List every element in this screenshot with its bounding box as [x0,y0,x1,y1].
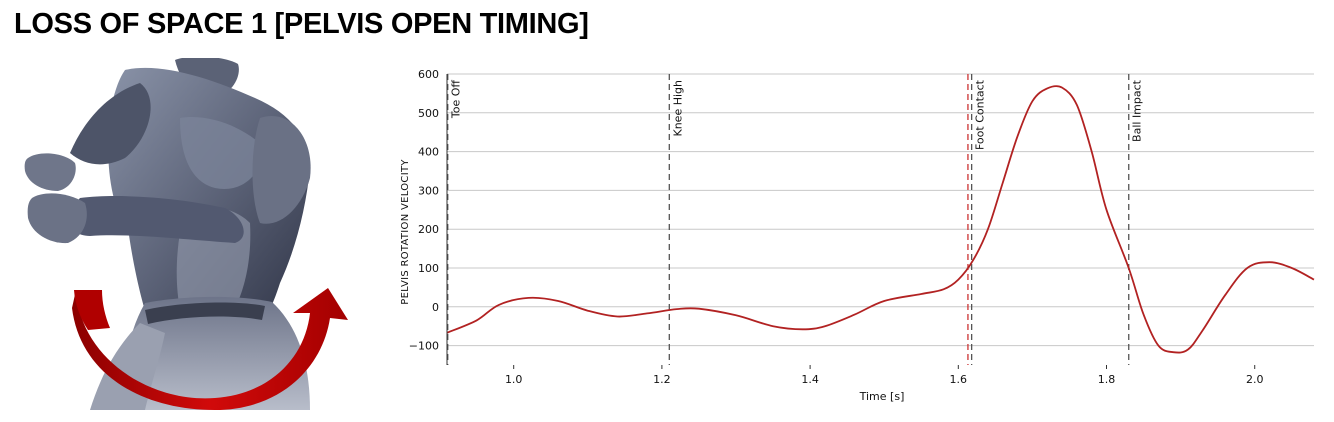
fist-shape [27,193,87,244]
torso-figure [24,58,348,410]
velocity-line [446,85,1315,354]
event-label: Toe Off [450,80,463,120]
pelvis-shape [125,296,310,410]
y-tick-label: 100 [418,262,439,275]
x-tick-label: 1.6 [950,373,968,386]
grid-layer [447,73,1314,347]
x-axis-label: Time [s] [859,390,905,403]
axis-layer: 600 500 400 300 200 100 0 −100 1.0 1.2 1.4 1.6 1.8 2.… [409,68,1264,386]
upper-arm-shape [70,83,151,165]
x-tick-label: 1.0 [505,373,523,386]
hand-shape [24,153,76,191]
y-tick-label: 0 [432,301,439,314]
y-axis-label: PELVIS ROTATION VELOCITY [400,159,411,305]
event-label: Ball Impact [1131,79,1144,142]
y-tick-label: 400 [418,146,439,159]
y-tick-label: 600 [418,68,439,81]
arrow-tail-shape [74,290,110,330]
event-label: Foot Contact [974,79,987,150]
y-tick-label: 200 [418,223,439,236]
x-tick-label: 2.0 [1246,373,1264,386]
pelvis-velocity-chart: Toe Off Knee High Foot Contact Ball Impact … [400,68,1315,403]
page-title: LOSS OF SPACE 1 [PELVIS OPEN TIMING] [14,8,589,40]
y-tick-label: 500 [418,107,439,120]
rotation-arrow [72,288,348,410]
y-tick-label: 300 [418,184,439,197]
chest-shape [180,117,265,189]
front-arm-shape [69,196,244,243]
series-layer [446,85,1315,354]
event-label: Knee High [671,80,684,137]
x-tick-label: 1.4 [801,373,819,386]
x-tick-label: 1.8 [1098,373,1116,386]
waistband-shape [145,302,265,324]
x-tick-label: 1.2 [653,373,671,386]
event-markers: Toe Off Knee High Foot Contact Ball Impact [447,74,1144,365]
y-tick-label: −100 [409,340,439,353]
shoulder-shape [252,116,311,224]
